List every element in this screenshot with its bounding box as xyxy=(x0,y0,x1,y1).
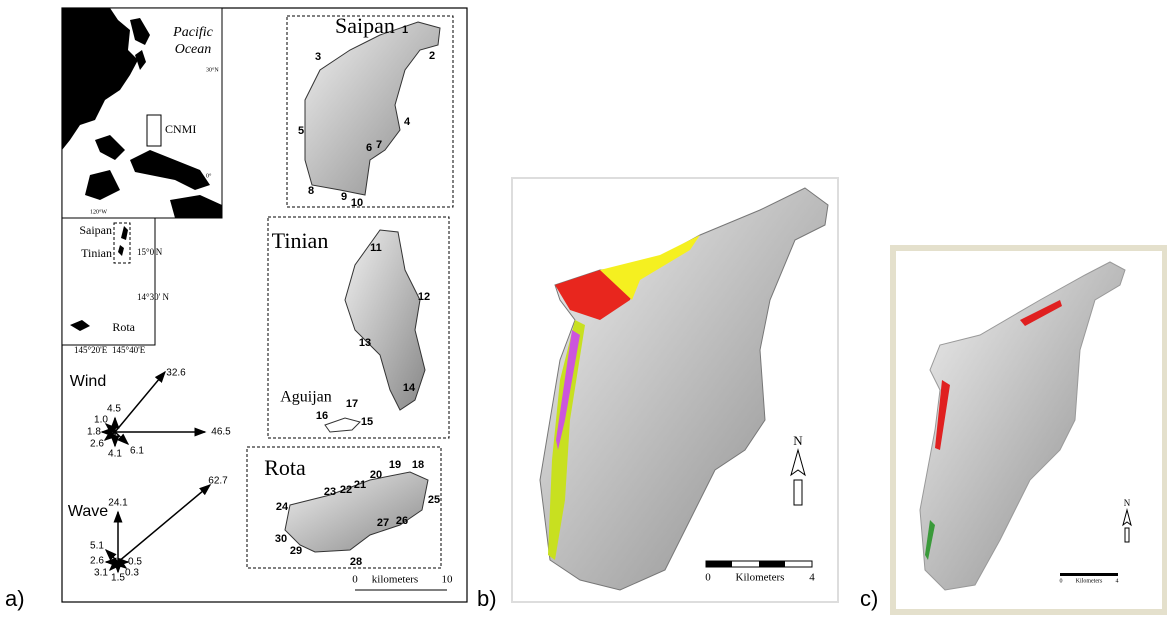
wave-label: 1.5 xyxy=(111,573,125,584)
wave-label: 5.1 xyxy=(90,541,104,552)
wind-label: 46.5 xyxy=(211,427,231,438)
site-number: 26 xyxy=(396,515,408,527)
scale-label: 10 xyxy=(442,574,454,586)
site-number: 27 xyxy=(377,517,389,529)
scale-label: 4 xyxy=(809,572,815,584)
site-number: 10 xyxy=(351,197,363,209)
lon-label: 145°40'E xyxy=(112,345,146,355)
site-number: 4 xyxy=(404,116,411,128)
site-number: 22 xyxy=(340,484,352,496)
site-number: 14 xyxy=(403,382,416,394)
site-number: 13 xyxy=(359,337,371,349)
wind-label: 2.6 xyxy=(90,439,104,450)
scale-seg xyxy=(759,561,785,567)
island-label: Rota xyxy=(112,320,135,334)
lat-label: 0° xyxy=(206,172,212,179)
north-label: N xyxy=(1124,498,1131,508)
island-label: Tinian xyxy=(81,246,112,260)
site-number: 1 xyxy=(402,24,408,36)
wave-label: 0.5 xyxy=(128,557,142,568)
scale-label: Kilometers xyxy=(1076,578,1103,584)
wave-label: 3.1 xyxy=(94,568,108,579)
island-title: Saipan xyxy=(335,13,395,38)
panel-label: a) xyxy=(5,586,25,611)
scale-bar-c xyxy=(1060,573,1118,576)
scale-label: Kilometers xyxy=(736,572,785,584)
scale-label: 0 xyxy=(705,572,711,584)
site-number: 3 xyxy=(315,51,321,63)
wind-label: 6.1 xyxy=(130,446,144,457)
lat-label: 14°30' N xyxy=(137,292,169,302)
scale-label: 4 xyxy=(1116,578,1119,584)
site-number: 20 xyxy=(370,469,382,481)
north-label: N xyxy=(793,433,803,448)
wave-label: 2.6 xyxy=(90,556,104,567)
site-number: 19 xyxy=(389,459,401,471)
site-number: 25 xyxy=(428,494,440,506)
panel-label: c) xyxy=(860,586,878,611)
site-number: 6 xyxy=(366,142,372,154)
inset-label: CNMI xyxy=(165,122,196,136)
lon-label: 145°20'E xyxy=(74,345,108,355)
saipan-shape xyxy=(305,22,440,195)
lon-label: 120°W xyxy=(90,208,107,215)
site-number: 12 xyxy=(418,291,430,303)
figure: a) b) c) Pacific Ocean CNMI 30°N 0° 120°W 160°W Sa… xyxy=(0,0,1167,617)
wave-label: 62.7 xyxy=(208,476,228,487)
wind-label: 4.5 xyxy=(107,404,121,415)
site-number: 16 xyxy=(316,410,328,422)
scale-label: kilometers xyxy=(372,574,418,586)
site-number: 2 xyxy=(429,50,435,62)
site-number: 11 xyxy=(370,242,382,254)
island-label: Saipan xyxy=(79,223,112,237)
scale-seg xyxy=(706,561,732,567)
lat-label: 30°N xyxy=(206,66,219,73)
scale-label: 0 xyxy=(1060,578,1063,584)
site-number: 9 xyxy=(341,191,347,203)
site-number: 21 xyxy=(354,479,366,491)
wave-label: 24.1 xyxy=(108,498,128,509)
lon-label: 160°W xyxy=(185,208,202,215)
site-number: 29 xyxy=(290,545,302,557)
wave-title: Wave xyxy=(68,503,108,520)
wind-label: 1.8 xyxy=(87,427,101,438)
island-title: Tinian xyxy=(272,228,329,253)
site-number: 23 xyxy=(324,486,336,498)
site-number: 30 xyxy=(275,533,287,545)
island-title: Aguijan xyxy=(280,389,332,406)
site-number: 7 xyxy=(376,139,382,151)
wind-label: 1.0 xyxy=(94,415,108,426)
scale-label: 0 xyxy=(352,574,358,586)
wind-label: 4.1 xyxy=(108,449,122,460)
panel-label: b) xyxy=(477,586,497,611)
site-number: 17 xyxy=(346,398,358,410)
site-number: 18 xyxy=(412,459,424,471)
site-number: 15 xyxy=(361,416,373,428)
island-title: Rota xyxy=(264,455,306,480)
site-number: 24 xyxy=(276,501,289,513)
site-number: 5 xyxy=(298,125,304,137)
lat-label: 15°0'N xyxy=(137,247,163,257)
wind-title: Wind xyxy=(70,373,106,390)
wave-label: 0.3 xyxy=(125,568,139,579)
site-number: 8 xyxy=(308,185,314,197)
site-number: 28 xyxy=(350,556,362,568)
ocean-label: Pacific xyxy=(172,25,213,40)
ocean-label: Ocean xyxy=(175,42,212,57)
wind-label: 32.6 xyxy=(166,368,186,379)
aguijan-shape xyxy=(325,418,360,432)
